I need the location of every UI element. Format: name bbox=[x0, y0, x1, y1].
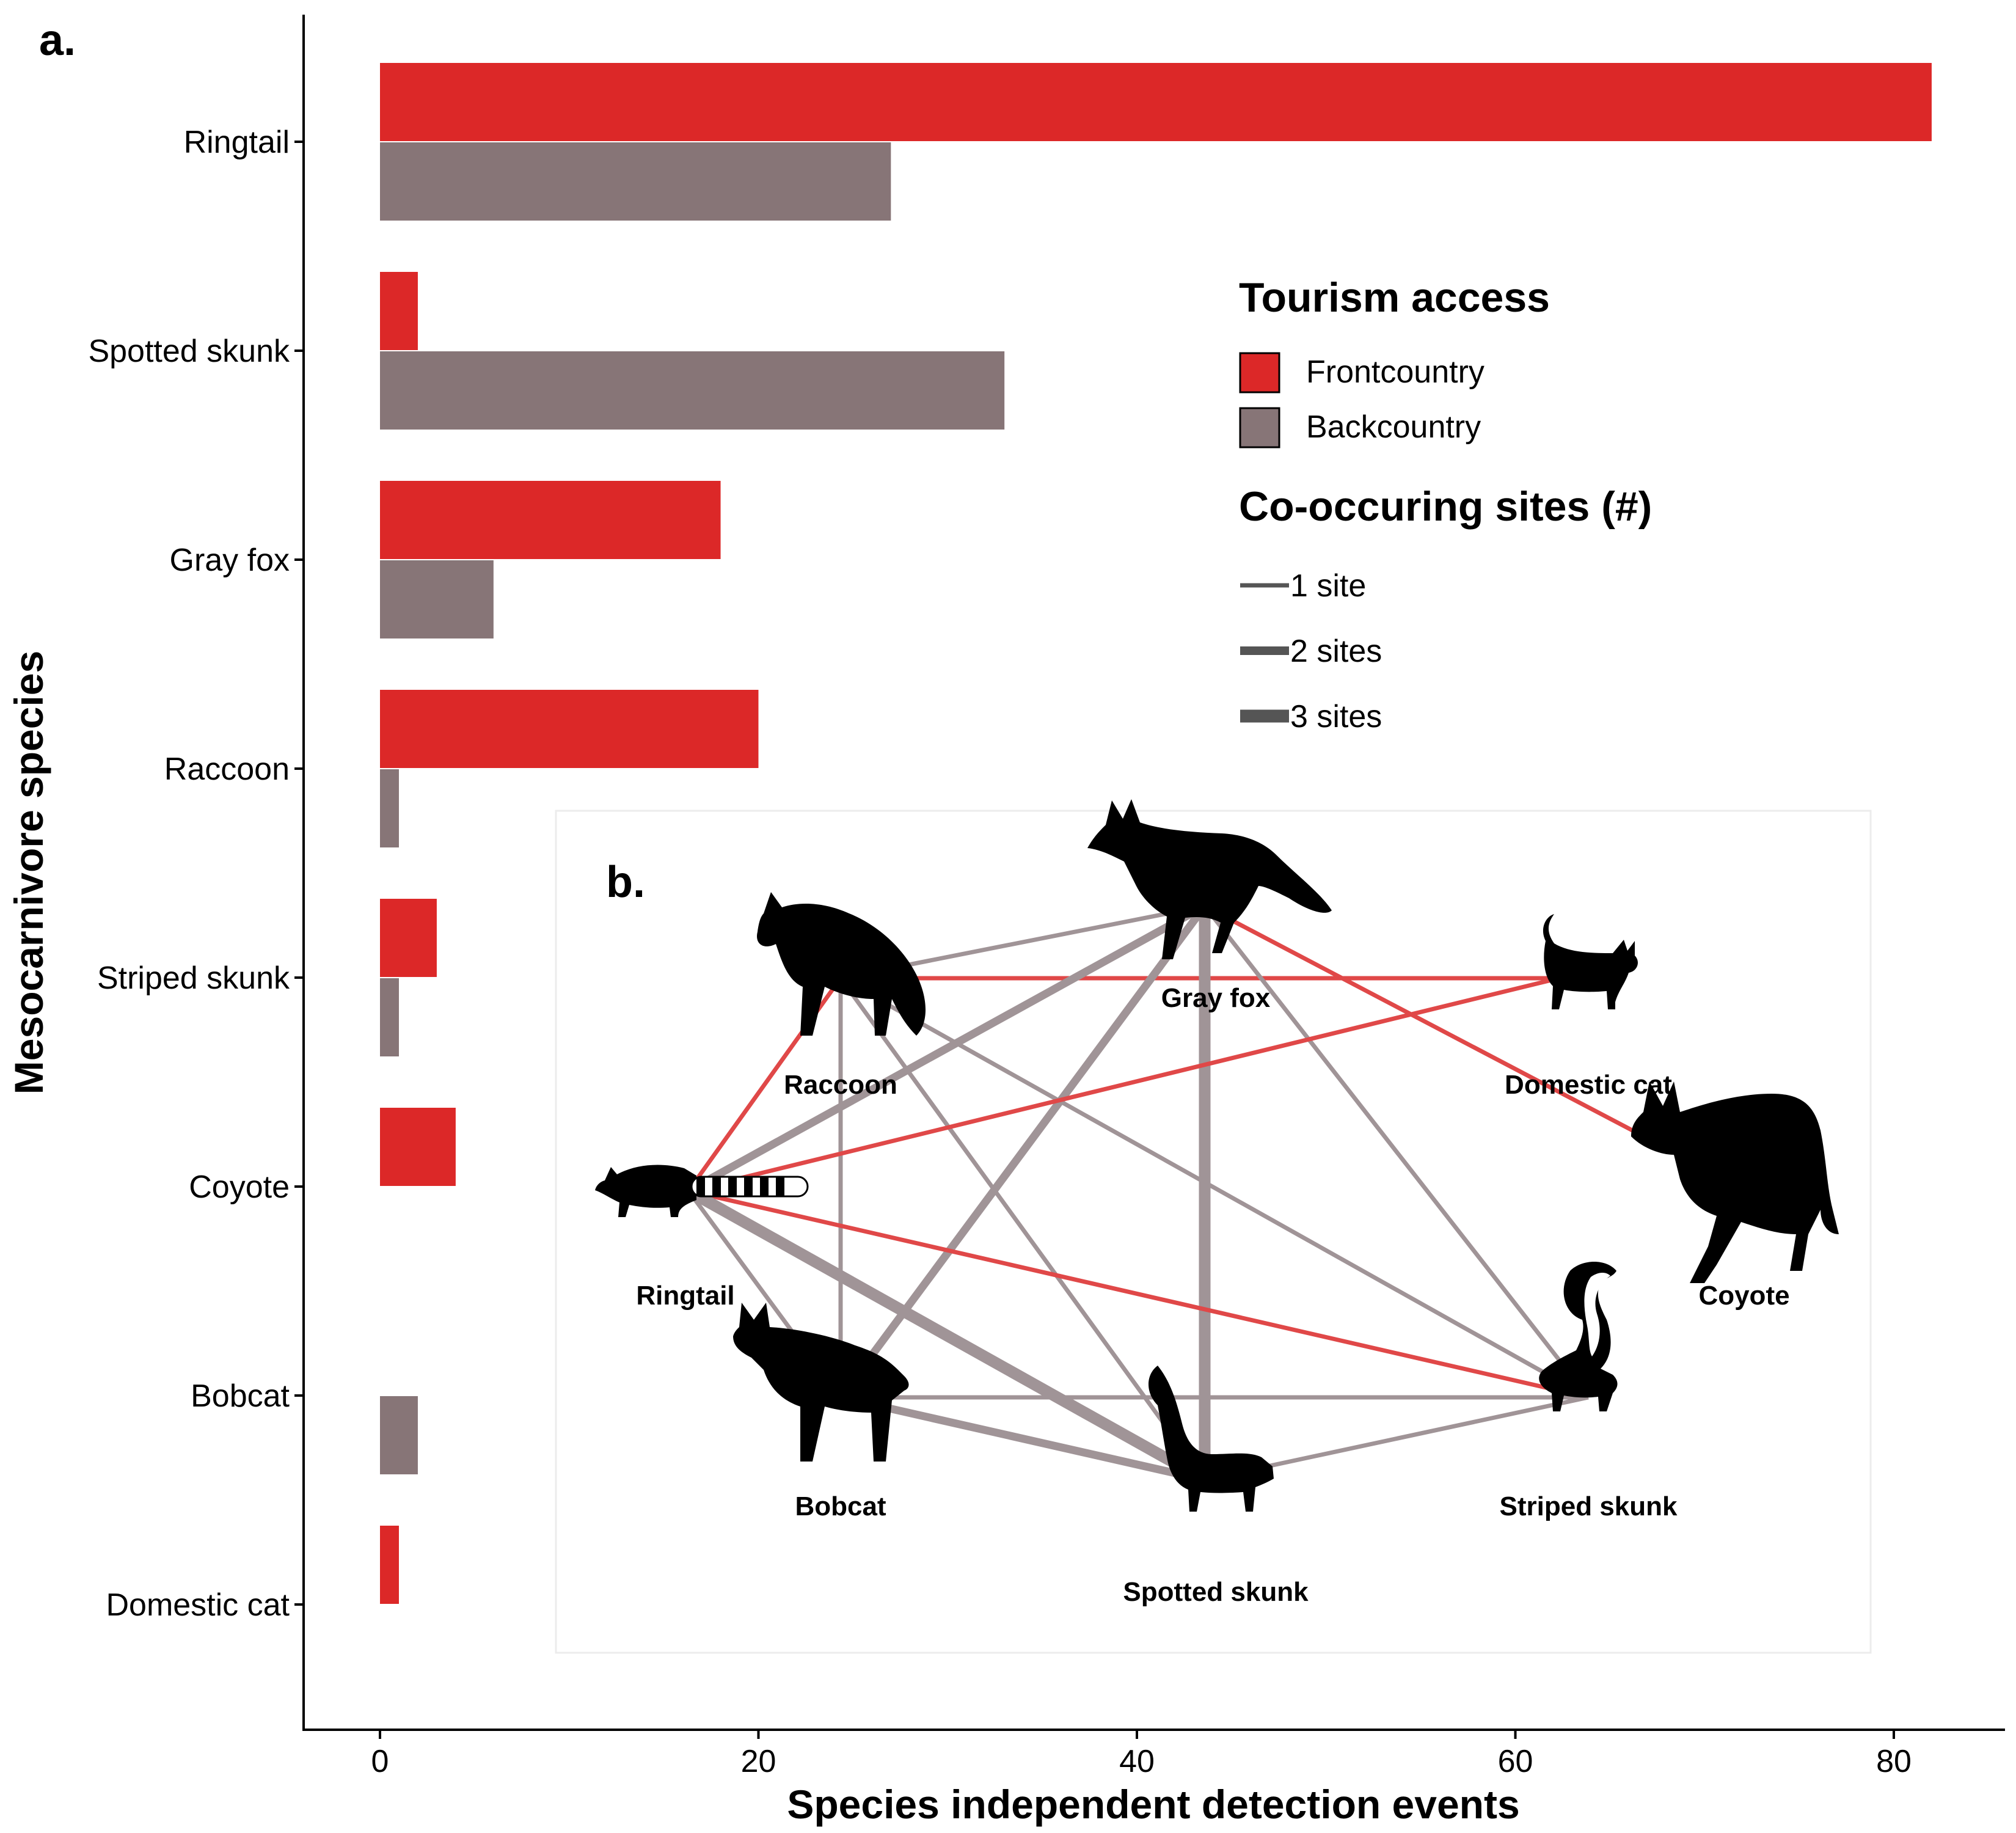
node-label-coyote: Coyote bbox=[1698, 1281, 1789, 1311]
legend-label-frontcountry: Frontcountry bbox=[1306, 354, 1485, 390]
edge-ringtail-striped-skunk bbox=[688, 1188, 1589, 1400]
legend-label-backcountry: Backcountry bbox=[1306, 409, 1481, 445]
bar-spotted-skunk-backcountry bbox=[380, 351, 1005, 430]
edge-bobcat-spotted-skunk bbox=[839, 1393, 1206, 1484]
bar-striped-skunk-frontcountry bbox=[380, 899, 437, 977]
spotted-skunk-icon bbox=[1149, 1366, 1274, 1512]
y-tick-label-coyote: Coyote bbox=[189, 1169, 290, 1205]
legend-swatch-frontcountry bbox=[1239, 352, 1280, 393]
node-label-raccoon: Raccoon bbox=[784, 1070, 897, 1100]
ringtail-icon bbox=[595, 1165, 809, 1217]
legend-label-3-sites: 3 sites bbox=[1290, 699, 1382, 734]
legend-title-tourism-access: Tourism access bbox=[1239, 274, 1550, 321]
panel-b-network: b. bbox=[555, 799, 1872, 1654]
edge-gray-fox-coyote bbox=[1203, 904, 1657, 1145]
x-tick-label: 80 bbox=[1876, 1744, 1912, 1779]
x-tick-label: 60 bbox=[1498, 1744, 1533, 1779]
x-axis-title: Species independent detection events bbox=[787, 1782, 1519, 1827]
gray-fox-icon bbox=[1087, 799, 1332, 959]
x-tick-label: 0 bbox=[371, 1744, 389, 1779]
node-label-domestic-cat: Domestic cat bbox=[1505, 1070, 1672, 1100]
bar-ringtail-frontcountry bbox=[380, 63, 1932, 141]
bars-layer bbox=[380, 63, 1932, 1604]
node-label-gray-fox: Gray fox bbox=[1161, 983, 1271, 1013]
panel-a-label: a. bbox=[39, 16, 76, 65]
node-label-bobcat: Bobcat bbox=[795, 1491, 886, 1521]
x-axis-ticks: 0 20 40 60 80 bbox=[371, 1730, 1912, 1779]
bar-gray-fox-frontcountry bbox=[380, 481, 721, 559]
bar-striped-skunk-backcountry bbox=[380, 978, 399, 1056]
legend-label-1-site: 1 site bbox=[1290, 568, 1366, 604]
bar-gray-fox-backcountry bbox=[380, 560, 494, 638]
legend-title-co-occurring-sites: Co-occuring sites (#) bbox=[1239, 483, 1652, 530]
network-node-labels: Gray fox Raccoon Domestic cat Ringtail Coyot… bbox=[636, 983, 1789, 1607]
x-tick-label: 20 bbox=[741, 1744, 776, 1779]
panel-a-bar-chart: a. Ringtail Spotted skunk Gray fox Raccoon S… bbox=[6, 15, 2005, 1827]
node-label-ringtail: Ringtail bbox=[636, 1281, 734, 1311]
node-label-spotted-skunk: Spotted skunk bbox=[1123, 1577, 1309, 1607]
bar-domestic-cat-frontcountry bbox=[380, 1526, 399, 1604]
bar-spotted-skunk-frontcountry bbox=[380, 272, 418, 350]
edge-ringtail-domestic-cat bbox=[688, 976, 1560, 1193]
legend: Tourism access Frontcountry Backcountry C… bbox=[1239, 274, 1652, 734]
y-tick-label-raccoon: Raccoon bbox=[164, 752, 290, 787]
domestic-cat-icon bbox=[1543, 914, 1638, 1009]
edge-ringtail-spotted-skunk bbox=[685, 1185, 1208, 1485]
edge-gray-fox-ringtail bbox=[686, 902, 1207, 1195]
ringtail-tail-icon bbox=[690, 1176, 809, 1198]
panel-b-label: b. bbox=[606, 858, 645, 907]
legend-label-2-sites: 2 sites bbox=[1290, 634, 1382, 669]
legend-width-items: 1 site 2 sites 3 sites bbox=[1240, 568, 1382, 734]
edge-gray-fox-striped-skunk bbox=[1203, 904, 1590, 1399]
y-tick-label-gray-fox: Gray fox bbox=[170, 543, 290, 578]
y-tick-label-ringtail: Ringtail bbox=[184, 125, 290, 160]
bar-raccoon-frontcountry bbox=[380, 690, 759, 768]
y-axis-ticks: Ringtail Spotted skunk Gray fox Raccoon Stri… bbox=[88, 125, 304, 1623]
coyote-icon bbox=[1631, 1081, 1839, 1283]
striped-skunk-icon bbox=[1539, 1262, 1618, 1411]
bar-coyote-frontcountry bbox=[380, 1108, 456, 1186]
node-label-striped-skunk: Striped skunk bbox=[1500, 1491, 1678, 1521]
raccoon-icon bbox=[757, 892, 926, 1036]
bar-bobcat-backcountry bbox=[380, 1396, 418, 1474]
legend-fill-items: Frontcountry Backcountry bbox=[1239, 352, 1485, 448]
y-tick-label-spotted-skunk: Spotted skunk bbox=[88, 334, 290, 369]
legend-swatch-backcountry bbox=[1239, 407, 1280, 448]
y-tick-label-striped-skunk: Striped skunk bbox=[97, 960, 290, 996]
y-axis-title: Mesocarnivore species bbox=[6, 651, 51, 1094]
y-tick-label-bobcat: Bobcat bbox=[191, 1378, 290, 1414]
edge-raccoon-striped-skunk bbox=[839, 976, 1590, 1400]
bar-raccoon-backcountry bbox=[380, 769, 399, 847]
bobcat-icon bbox=[733, 1303, 909, 1462]
bar-ringtail-backcountry bbox=[380, 142, 891, 221]
x-tick-label: 40 bbox=[1119, 1744, 1155, 1779]
y-tick-label-domestic-cat: Domestic cat bbox=[106, 1587, 290, 1623]
